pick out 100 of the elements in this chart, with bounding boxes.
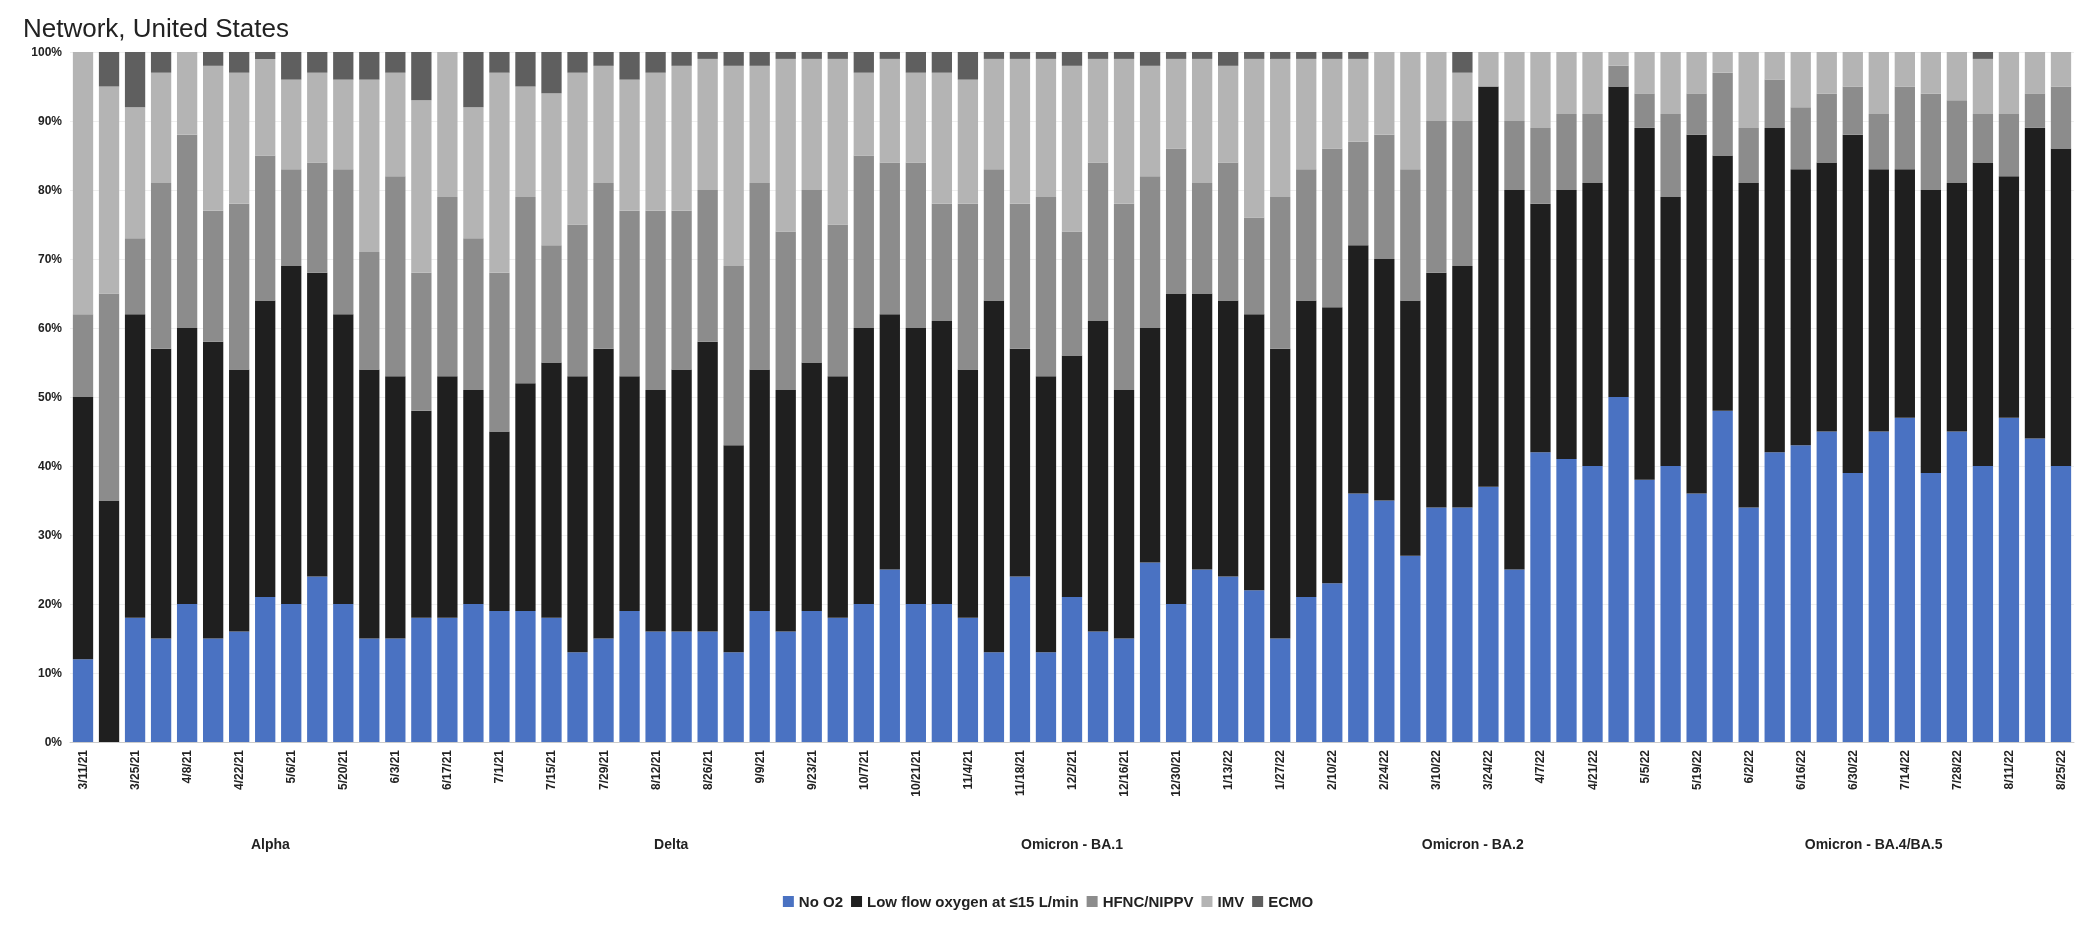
y-tick-label: 100%: [31, 45, 63, 59]
bar: [1035, 652, 1057, 742]
bar: [1165, 148, 1187, 294]
bar: [1296, 52, 1317, 59]
bar: [1920, 93, 1942, 190]
bar: [1634, 479, 1655, 742]
bar: [489, 52, 510, 73]
bar: [281, 169, 302, 266]
bar: [1998, 417, 2020, 742]
bar: [72, 397, 94, 660]
bar: [1452, 265, 1473, 508]
bar: [489, 431, 510, 611]
bar: [1165, 58, 1187, 149]
bar: [124, 107, 146, 239]
bar: [1790, 107, 1811, 170]
bar: [1009, 348, 1031, 577]
bar: [1113, 52, 1135, 59]
bar: [1270, 196, 1291, 349]
bar: [853, 155, 874, 328]
bar: [905, 162, 926, 328]
bar: [853, 328, 874, 604]
bar: [983, 300, 1005, 653]
bar: [723, 65, 744, 266]
bar: [255, 52, 276, 59]
text: Omicron - BA.1: [1021, 836, 1124, 852]
bar: [385, 638, 406, 742]
bar: [150, 52, 172, 73]
bar: [905, 72, 926, 163]
bar: [1530, 452, 1551, 742]
bar: [1842, 52, 1863, 87]
x-tick-label: 8/25/22: [2053, 749, 2068, 791]
bar: [723, 652, 744, 742]
bar: [2024, 438, 2046, 742]
x-tick-label: 1/27/22: [1273, 749, 1288, 791]
bar: [1452, 507, 1473, 742]
x-tick-label: 8/11/22: [2001, 749, 2016, 790]
bar: [1374, 134, 1395, 259]
x-tick-label: 3/11/21: [76, 749, 91, 790]
bar: [879, 58, 900, 163]
bar: [931, 72, 953, 204]
bar: [1087, 58, 1109, 163]
bar: [1920, 52, 1942, 94]
bar: [1660, 196, 1681, 466]
bar: [1634, 127, 1655, 480]
bar: [567, 652, 588, 742]
y-tick-label: 60%: [37, 321, 63, 335]
bar: [1764, 127, 1785, 453]
x-tick-label: 7/15/21: [544, 749, 559, 791]
bar: [1608, 52, 1629, 66]
bar: [1322, 583, 1343, 742]
bar: [1191, 183, 1213, 294]
bar: [1504, 569, 1525, 742]
bar: [1244, 590, 1265, 742]
bar: [202, 341, 224, 639]
bar: [1218, 576, 1239, 742]
bar: [463, 238, 484, 391]
bar: [957, 52, 979, 80]
bar: [645, 52, 666, 73]
x-tick-label: 6/16/22: [1793, 749, 1808, 791]
bar: [905, 52, 926, 73]
legend-label: No O2: [798, 893, 844, 910]
x-tick-label: 7/1/21: [492, 749, 507, 784]
bar: [671, 369, 692, 632]
bar: [1868, 114, 1889, 170]
text: Alpha: [250, 836, 291, 852]
bar: [697, 341, 718, 632]
x-tick-label: 3/10/22: [1429, 749, 1444, 791]
bar: [1790, 445, 1811, 742]
bar: [2050, 148, 2072, 466]
bar: [333, 169, 354, 315]
bar: [1946, 431, 1968, 742]
bar: [1165, 604, 1187, 742]
bar: [307, 576, 328, 742]
bar: [176, 134, 198, 328]
bar: [619, 79, 640, 211]
bar: [541, 52, 562, 94]
bar: [1920, 190, 1942, 473]
x-tick-label: 10/21/21: [908, 749, 923, 797]
bar: [281, 265, 302, 604]
bar: [1165, 293, 1187, 604]
bar: [515, 52, 536, 87]
bar: [202, 638, 224, 742]
bar: [1296, 58, 1317, 170]
bar: [775, 58, 796, 232]
bar: [645, 631, 666, 742]
bar: [1191, 569, 1213, 742]
bar: [1452, 52, 1473, 73]
bar: [1816, 52, 1837, 94]
bar: [593, 65, 614, 184]
bar: [385, 52, 406, 73]
bar: [697, 631, 718, 742]
bar: [1894, 86, 1915, 170]
bar: [1998, 176, 2020, 418]
bar: [333, 604, 354, 742]
bar: [489, 72, 510, 273]
bar: [1270, 58, 1291, 197]
bar: [1009, 58, 1031, 204]
bar: [1790, 169, 1811, 446]
bar: [1738, 127, 1759, 184]
bar: [1035, 196, 1057, 377]
